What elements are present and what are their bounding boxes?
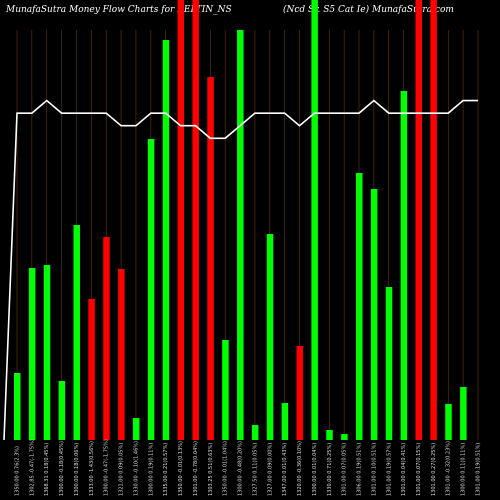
price-line	[3, 99, 478, 441]
x-tick-label: 1330.00 -0.10(1.46%)	[133, 441, 139, 496]
x-tick-label: 1301.00 0.10(0.51%)	[371, 443, 377, 496]
money-flow-bar	[251, 425, 259, 440]
money-flow-bar	[192, 0, 199, 440]
x-tick-label: 1300.00 -0.18(0.45%)	[59, 441, 65, 496]
money-flow-bar	[14, 373, 21, 440]
x-tick-label: 1306.00 0.19(0.51%)	[357, 443, 363, 496]
chart-title: MunafaSutra Money Flow Charts for RELTIN…	[6, 5, 232, 15]
x-tick-label: 1327.50 0.11(0.05%)	[252, 443, 258, 496]
money-flow-bar	[237, 30, 244, 440]
money-flow-bar	[460, 387, 467, 440]
money-flow-bar	[266, 234, 274, 440]
money-flow-bar	[162, 40, 170, 440]
money-flow-bar	[73, 225, 80, 440]
x-tick-label: 1350.00 -0.01(0.13%)	[178, 441, 184, 496]
money-flow-bar	[281, 403, 289, 440]
money-flow-bar	[430, 0, 437, 440]
x-tick-label: 1321.00 0.09(0.05%)	[119, 443, 125, 496]
x-tick-label: 1368.31 0.18(0.45%)	[44, 443, 50, 496]
money-flow-bar	[43, 265, 51, 440]
x-tick-label: 1301.00 -0.78(0.04%)	[193, 441, 199, 496]
money-flow-bar	[415, 0, 422, 440]
money-flow-bar	[88, 299, 95, 440]
money-flow-bar	[118, 269, 125, 440]
money-flow-bar	[370, 189, 378, 440]
money-flow-bar	[311, 0, 318, 440]
x-tick-label: 1333.00 -1.43(0.56%)	[89, 441, 95, 496]
money-flow-bar	[296, 346, 304, 440]
x-tick-label: 1302.85 -0.47(-1.75%)	[29, 439, 35, 496]
x-tick-label: 1301.00 -0.32(0.23%)	[446, 441, 452, 496]
x-tick-label: 1303.25 0.51(0.63%)	[208, 443, 214, 496]
x-tick-label: 1300.00 0.18(0.06%)	[74, 443, 80, 496]
x-tick-label: 1300.00 0.01(0.04%)	[312, 443, 318, 496]
x-tick-label: 1347.00 0.01(0.43%)	[282, 443, 288, 496]
money-flow-bar	[132, 418, 140, 440]
x-tick-label: 1301.00 0.27(0.25%)	[431, 443, 437, 496]
money-flow-bar	[222, 340, 229, 440]
x-tick-label: 1320.00 -0.36(0.10%)	[297, 441, 303, 496]
x-tick-label: 1301.00 0.07(0.15%)	[416, 443, 422, 496]
x-tick-label: 1300.00 -0.48(0.20%)	[238, 441, 244, 496]
x-tick-label: 1301.00 0.04(0.41%)	[401, 443, 407, 496]
money-flow-bar	[356, 173, 363, 440]
money-flow-bar	[177, 0, 185, 440]
x-tick-label: 1350.00 0.76(2.3%)	[15, 446, 21, 496]
money-flow-bar	[147, 139, 155, 440]
x-tick-label: 1300.00 0.19(0.11%)	[148, 443, 154, 496]
x-tick-label: 1330.00 0.71(0.25%)	[327, 443, 333, 496]
money-flow-bar	[58, 381, 66, 440]
money-flow-bar	[400, 91, 408, 440]
money-flow-bar	[445, 404, 452, 440]
x-tick-label: 1300.00 0.11(0.11%)	[461, 443, 467, 496]
x-tick-label: 1301.00 0.19(0.57%)	[386, 443, 392, 496]
money-flow-bar	[385, 287, 393, 440]
chart-subtitle: (Ncd Sr. S5 Cat Ie) MunafaSutra.com	[283, 5, 454, 15]
x-tick-label: 1327.00 0.09(0.00%)	[267, 443, 273, 496]
money-flow-bar	[103, 237, 110, 440]
x-tick-label: 1301.00 0.19(0.51%)	[475, 443, 481, 496]
money-flow-bar	[28, 268, 36, 440]
x-tick-label: 1350.00 -0.01(1.04%)	[223, 441, 229, 496]
money-flow-bar	[207, 77, 214, 440]
x-tick-label: 1335.00 0.21(0.57%)	[163, 443, 169, 496]
money-flow-bar	[326, 430, 333, 440]
x-tick-label: 1300.00 -0.47(-1.75%)	[104, 439, 110, 496]
x-tick-label: 1301.00 0.07(0.05%)	[342, 443, 348, 496]
money-flow-bar	[341, 434, 348, 440]
